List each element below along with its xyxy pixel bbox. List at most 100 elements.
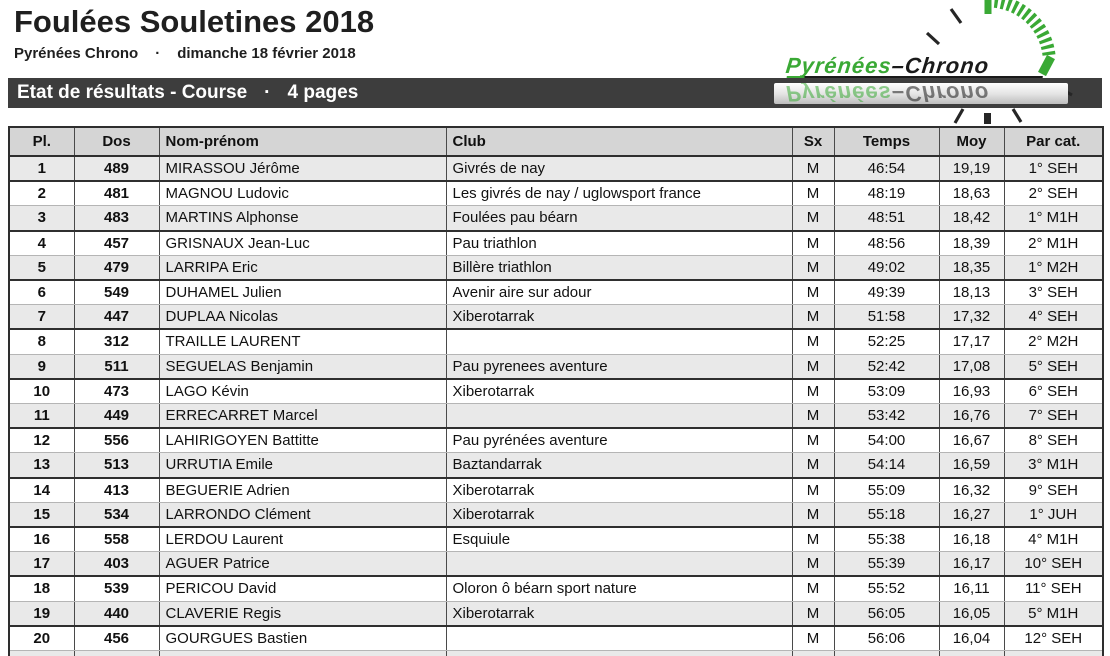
- table-row: 9 511 SEGUELAS Benjamin Pau pyrenees aventu…: [9, 354, 1103, 380]
- cell-dos: 534: [73, 502, 159, 529]
- cell-cat: 2° M1H: [1003, 230, 1103, 256]
- cell-name: MARTINS Alphonse: [158, 205, 446, 232]
- cell-cat: 6° SEH: [1003, 378, 1103, 405]
- cell-temps: 48:19: [833, 181, 939, 207]
- cell-dos: 481: [73, 181, 159, 207]
- cell-temps: 51:58: [833, 304, 939, 331]
- cell-pl: 21: [9, 650, 74, 656]
- table-row: 17 403 AGUER Patrice M 55:39 16,17 10° SEH: [9, 551, 1103, 578]
- cell-dos: 489: [73, 156, 159, 183]
- cell-sx: M: [791, 650, 834, 656]
- cell-club: Xiberotarrak: [445, 477, 792, 503]
- cell-cat: 9° SEH: [1003, 477, 1103, 503]
- cell-name: LERDOU Laurent: [158, 527, 446, 553]
- cell-moy: 16,76: [938, 403, 1004, 430]
- cell-dos: 403: [73, 551, 159, 578]
- cell-name: DUHAMEL Julien: [158, 280, 446, 306]
- cell-temps: 52:25: [833, 329, 939, 355]
- cell-temps: 46:54: [833, 156, 939, 183]
- cell-sx: M: [791, 354, 834, 380]
- cell-sx: M: [791, 502, 834, 529]
- column-header-name: Nom-prénom: [158, 127, 446, 157]
- cell-dos: 483: [73, 205, 159, 232]
- cell-sx: M: [791, 551, 834, 578]
- table-row: 3 483 MARTINS Alphonse Foulées pau béarn M 48…: [9, 205, 1103, 232]
- separator-dot: ·: [264, 82, 271, 103]
- cell-moy: 16,27: [938, 502, 1004, 529]
- cell-moy: 16,59: [938, 452, 1004, 479]
- cell-dos: 539: [73, 576, 159, 602]
- cell-sx: M: [791, 403, 834, 430]
- table-row: 1 489 MIRASSOU Jérôme Givrés de nay M 46:54 19…: [9, 156, 1103, 183]
- cell-moy: 16,18: [938, 527, 1004, 553]
- organizer-label: Pyrénées Chrono: [14, 45, 139, 62]
- cell-temps: 54:00: [833, 428, 939, 454]
- cell-club: Givrés de nay: [445, 156, 792, 183]
- cell-moy: 19,19: [938, 156, 1004, 183]
- cell-moy: 16,32: [938, 477, 1004, 503]
- cell-temps: 56:06: [833, 625, 939, 652]
- cell-club: Foulées pau béarn: [445, 205, 792, 232]
- cell-temps: 55:52: [833, 576, 939, 602]
- cell-club: Pau triathlon: [445, 230, 792, 256]
- cell-pl: 18: [9, 576, 74, 602]
- cell-cat: 11° SEH: [1003, 576, 1103, 602]
- cell-temps: 55:39: [833, 551, 939, 578]
- cell-club: Xiberotarrak: [445, 378, 792, 405]
- cell-temps: 48:51: [833, 205, 939, 232]
- cell-club: Baztandarrak: [445, 452, 792, 479]
- cell-club: Pau pyrenees aventure: [445, 354, 792, 380]
- cell-sx: M: [791, 255, 834, 282]
- logo-reflection: Pyrénées–Chrono: [774, 83, 1068, 104]
- cell-cat: 2° SEH: [1003, 181, 1103, 207]
- cell-moy: 16,67: [938, 428, 1004, 454]
- cell-sx: M: [791, 378, 834, 405]
- cell-dos: 312: [73, 329, 159, 355]
- cell-dos: 558: [73, 527, 159, 553]
- cell-club: Xiberotarrak: [445, 650, 792, 656]
- cell-name: URRUTIA Emile: [158, 452, 446, 479]
- table-row: 12 556 LAHIRIGOYEN Battitte Pau pyrénées av…: [9, 428, 1103, 454]
- column-header-dos: Dos: [73, 127, 159, 157]
- cell-name: LAGO Kévin: [158, 378, 446, 405]
- cell-moy: 16,05: [938, 601, 1004, 627]
- cell-sx: M: [791, 625, 834, 652]
- cell-temps: 49:39: [833, 280, 939, 306]
- cell-sx: M: [791, 452, 834, 479]
- cell-sx: M: [791, 428, 834, 454]
- cell-temps: 52:42: [833, 354, 939, 380]
- cell-pl: 12: [9, 428, 74, 454]
- cell-name: AGUER Patrice: [158, 551, 446, 578]
- date-label: dimanche 18 février 2018: [177, 45, 356, 62]
- cell-name: LARRONDO Clément: [158, 502, 446, 529]
- table-row: 20 456 GOURGUES Bastien M 56:06 16,04 12° SEH: [9, 625, 1103, 652]
- cell-sx: M: [791, 181, 834, 207]
- cell-cat: 1° JUH: [1003, 502, 1103, 529]
- cell-moy: 16,93: [938, 378, 1004, 405]
- table-row: 8 312 TRAILLE LAURENT M 52:25 17,17 2° M2H: [9, 329, 1103, 355]
- cell-temps: 56:30: [833, 650, 939, 656]
- cell-dos: 457: [73, 230, 159, 256]
- cell-cat: 7° SEH: [1003, 403, 1103, 430]
- cell-moy: 17,32: [938, 304, 1004, 331]
- cell-temps: 49:02: [833, 255, 939, 282]
- cell-temps: 48:56: [833, 230, 939, 256]
- cell-temps: 55:38: [833, 527, 939, 553]
- cell-dos: 440: [73, 601, 159, 627]
- cell-cat: 5° M1H: [1003, 601, 1103, 627]
- table-row: 2 481 MAGNOU Ludovic Les givrés de nay / ug…: [9, 181, 1103, 207]
- cell-name: GOURGUES Bastien: [158, 625, 446, 652]
- cell-club: Xiberotarrak: [445, 304, 792, 331]
- cell-cat: 4° M1H: [1003, 527, 1103, 553]
- cell-pl: 3: [9, 205, 74, 232]
- cell-sx: M: [791, 304, 834, 331]
- cell-dos: 556: [73, 428, 159, 454]
- cell-pl: 15: [9, 502, 74, 529]
- logo-text-green: Pyrénées: [784, 53, 894, 78]
- cell-club: Billère triathlon: [445, 255, 792, 282]
- table-row: 18 539 PERICOU David Oloron ô béarn sport n…: [9, 576, 1103, 602]
- cell-name: PERICOU David: [158, 576, 446, 602]
- table-row: 10 473 LAGO Kévin Xiberotarrak M 53:09 16,93 6°…: [9, 378, 1103, 405]
- cell-sx: M: [791, 205, 834, 232]
- table-row: 15 534 LARRONDO Clément Xiberotarrak M 55:18 1…: [9, 502, 1103, 529]
